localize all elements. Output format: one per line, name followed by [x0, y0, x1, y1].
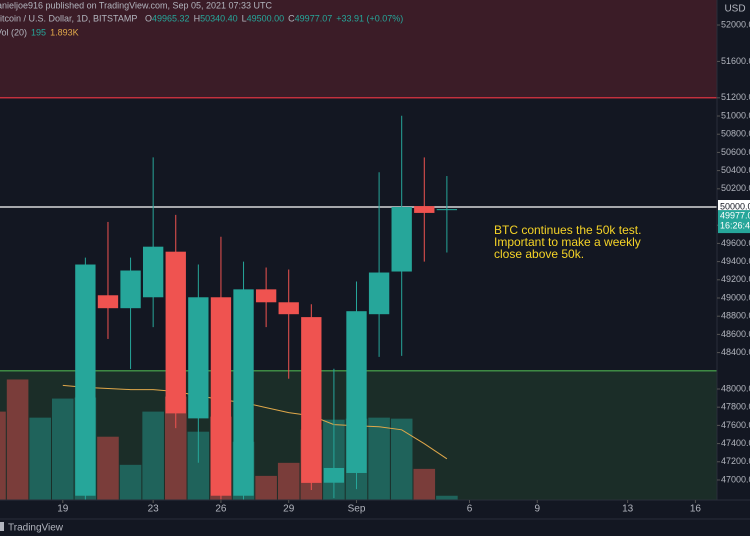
ohlc-value: 49500.00 [247, 13, 285, 23]
x-tick-label: 9 [534, 504, 540, 515]
ohlc-label: L [242, 13, 247, 23]
volume-bar [119, 464, 142, 500]
x-tick-label: 19 [57, 504, 69, 515]
y-tick-label: 48000.00 [721, 383, 750, 393]
y-tick-label: 51000.00 [721, 110, 750, 120]
volume-bar [413, 468, 436, 500]
x-tick-label: 6 [467, 504, 473, 515]
volume-bar [142, 411, 164, 500]
volume-bar [277, 462, 300, 500]
y-tick-label: 47800.00 [721, 402, 750, 412]
ohlc-value: 49977.07 [295, 13, 333, 23]
volume-bar [6, 379, 29, 500]
x-tick-label: 26 [215, 504, 227, 515]
y-tick-label: 50400.00 [721, 165, 750, 175]
volume-bar [390, 418, 413, 500]
ohlc-label: H [194, 13, 201, 23]
y-tick-label: 47000.00 [721, 474, 750, 484]
volume-bar [187, 431, 210, 500]
ohlc-label: O [145, 13, 152, 23]
currency: USD [724, 4, 745, 15]
x-tick-label: 13 [622, 504, 634, 515]
y-tick-label: 50600.00 [721, 147, 750, 157]
y-tick-label: 48600.00 [721, 329, 750, 339]
volume-label: Vol (20) [0, 27, 27, 37]
y-tick-label: 48400.00 [721, 347, 750, 357]
volume-bar [51, 398, 74, 500]
annotation-line: Important to make a weekly [494, 235, 641, 249]
y-tick-label: 52000.00 [721, 19, 750, 29]
candle-body [210, 297, 232, 496]
volume-bar [0, 411, 6, 500]
candle-body [301, 317, 322, 483]
publisher: danieljoe916 published on TradingView.co… [0, 0, 273, 10]
volume-bar [436, 495, 458, 500]
volume-bar [29, 417, 51, 500]
y-tick-label: 47600.00 [721, 420, 750, 430]
zone [0, 0, 717, 98]
y-tick-label: 49600.00 [721, 238, 750, 248]
volume-bar [97, 436, 119, 500]
volume-ma-line [62, 384, 448, 460]
x-tick-label: Sep [348, 504, 366, 515]
candle-body [142, 246, 164, 298]
candle-body [436, 209, 458, 211]
ohlc-value: 50340.40 [200, 13, 238, 23]
y-tick-label: 49400.00 [721, 256, 750, 266]
y-tick-label: 49200.00 [721, 274, 750, 284]
symbol: Bitcoin / U.S. Dollar, 1D, BITSTAMP [0, 13, 137, 23]
tradingview-logo [0, 522, 4, 531]
y-tick-label: 51600.00 [721, 56, 750, 66]
candle-body [120, 270, 141, 309]
candle-body [391, 207, 412, 272]
x-tick-label: 23 [148, 504, 160, 515]
last-price: 49977.07 [720, 210, 750, 220]
y-tick-label: 47200.00 [721, 456, 750, 466]
y-tick-label: 49000.00 [721, 292, 750, 302]
candle-body [414, 206, 435, 213]
candle-body [255, 289, 277, 303]
annotation-line: close above 50k. [494, 247, 584, 261]
logo-mark [0, 522, 4, 531]
candle-body [323, 467, 345, 483]
y-tick-label: 51200.00 [721, 92, 750, 102]
last-price-box [718, 210, 750, 234]
change: +33.91 (+0.07%) [336, 13, 403, 23]
y-tick-label: 47400.00 [721, 438, 750, 448]
level-label: 50000.00 [720, 201, 750, 211]
candle-body [75, 264, 96, 496]
ohlc-label: C [288, 13, 295, 23]
volume-value: 195 [31, 27, 46, 37]
x-tick-label: 29 [283, 504, 295, 515]
annotation-line: BTC continues the 50k test. [494, 223, 641, 237]
countdown: 16:26:43 [720, 220, 750, 230]
level-label-box [718, 200, 750, 214]
candle-body [188, 297, 209, 419]
volume-bar [255, 475, 277, 500]
candle-body [278, 302, 299, 315]
y-tick-label: 48800.00 [721, 311, 750, 321]
candle-body [346, 311, 367, 473]
ohlc-value: 49965.32 [152, 13, 190, 23]
volume-ma-value: 1.893K [50, 27, 79, 37]
y-tick-label: 50800.00 [721, 129, 750, 139]
brand: TradingView [8, 523, 64, 534]
volume-bar [368, 417, 390, 500]
volume-bar [164, 396, 187, 500]
candle-body [233, 289, 254, 496]
candle-body [368, 272, 390, 315]
plot-area [0, 0, 717, 500]
y-tick-label: 50200.00 [721, 183, 750, 193]
x-tick-label: 16 [690, 504, 702, 515]
candle-body [97, 295, 119, 309]
candle-body [165, 251, 186, 414]
